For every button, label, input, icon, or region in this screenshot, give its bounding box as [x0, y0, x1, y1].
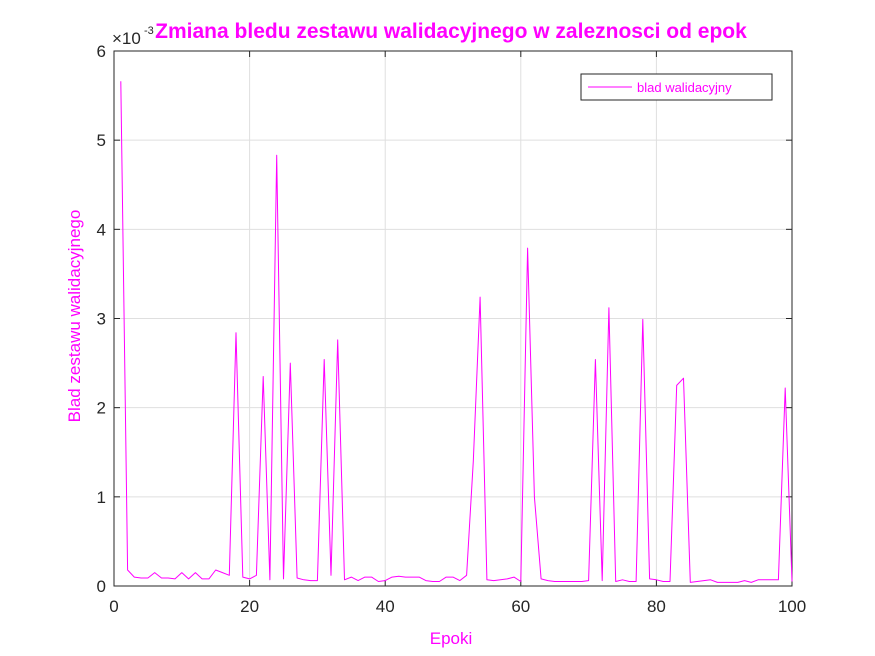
x-tick-label: 0	[109, 597, 118, 616]
axis-ticks: 0 20 40 60 80 100 0 1 2 3 4 5 6	[97, 42, 807, 616]
legend-entry: blad walidacyjny	[637, 80, 732, 95]
series-lines	[120, 81, 793, 583]
y-tick-label: 3	[97, 310, 106, 329]
x-tick-label: 100	[778, 597, 806, 616]
grid-lines	[114, 51, 792, 586]
y-axis-label: Blad zestawu walidacyjnego	[65, 210, 84, 423]
chart-title: Zmiana bledu zestawu walidacyjnego w zal…	[155, 20, 747, 43]
x-tick-label: 40	[376, 597, 395, 616]
y-exponent-power: -3	[144, 25, 154, 37]
series-line	[120, 81, 793, 583]
y-tick-label: 0	[97, 577, 106, 596]
y-tick-label: 6	[97, 42, 106, 61]
y-tick-label: 1	[97, 488, 106, 507]
y-tick-label: 2	[97, 399, 106, 418]
y-exponent-base: ×10	[112, 29, 141, 48]
legend: blad walidacyjny	[580, 73, 773, 101]
y-tick-label: 4	[97, 220, 106, 239]
x-tick-label: 60	[511, 597, 530, 616]
x-tick-label: 80	[647, 597, 666, 616]
y-exponent: ×10 -3	[112, 25, 154, 48]
y-tick-label: 5	[97, 131, 106, 150]
x-axis-label: Epoki	[430, 629, 473, 648]
x-tick-label: 20	[240, 597, 259, 616]
